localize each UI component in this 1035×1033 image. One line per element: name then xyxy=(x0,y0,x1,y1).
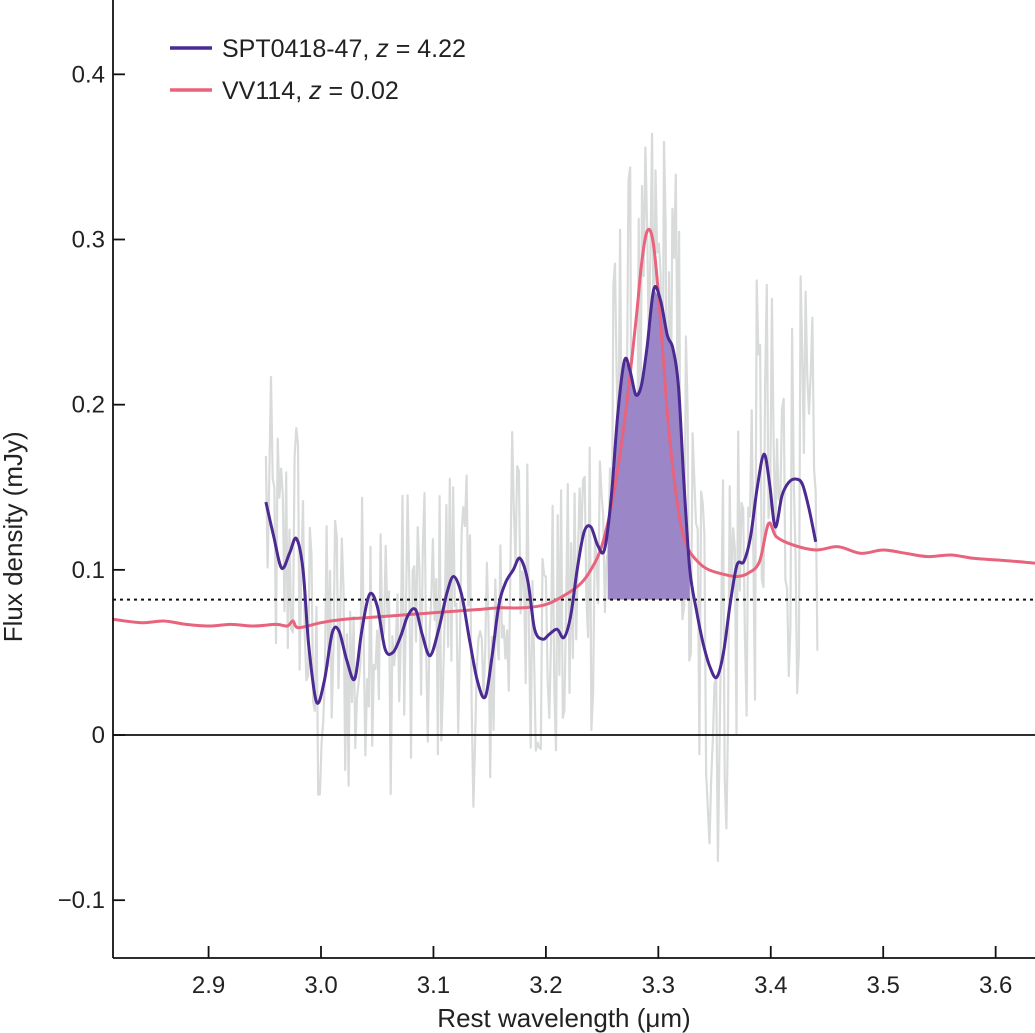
y-tick-label: −0.1 xyxy=(58,887,105,914)
legend-redshift-value: = 0.02 xyxy=(322,77,399,105)
legend-z-symbol: z xyxy=(308,77,322,105)
legend: SPT0418-47, z = 4.22 VV114, z = 0.02 xyxy=(170,35,466,105)
x-tick-label: 3.6 xyxy=(979,972,1012,999)
series-layer xyxy=(112,227,1035,705)
y-tick-label: 0 xyxy=(92,722,105,749)
legend-entry: SPT0418-47, z = 4.22 xyxy=(222,35,466,63)
pah-shaded-band xyxy=(607,289,690,600)
raw-spectrum-layer xyxy=(264,132,819,862)
y-tick-label: 0.4 xyxy=(72,61,105,88)
legend-series-label: VV114, xyxy=(222,77,309,105)
series-line-vv114 xyxy=(112,227,1035,630)
x-tick-label: 3.3 xyxy=(642,972,675,999)
x-tick-label: 3.5 xyxy=(867,972,900,999)
raw-spectrum xyxy=(264,132,819,862)
x-tick-label: 2.9 xyxy=(192,972,225,999)
x-axis-label: Rest wavelength (μm) xyxy=(437,1003,690,1033)
legend-series-label: SPT0418-47, xyxy=(222,35,376,63)
y-tick-label: 0.2 xyxy=(72,392,105,419)
legend-entry: VV114, z = 0.02 xyxy=(222,77,399,105)
x-tick-label: 3.0 xyxy=(304,972,337,999)
x-tick-label: 3.4 xyxy=(754,972,787,999)
y-tick-label: 0.3 xyxy=(72,227,105,254)
x-tick-label: 3.1 xyxy=(417,972,450,999)
y-axis-label: Flux density (mJy) xyxy=(0,431,28,642)
series-line-spt0418-47 xyxy=(264,285,818,705)
y-tick-label: 0.1 xyxy=(72,557,105,584)
legend-redshift-value: = 4.22 xyxy=(389,35,466,63)
x-tick-label: 3.2 xyxy=(529,972,562,999)
shaded-band-layer xyxy=(607,289,690,600)
legend-z-symbol: z xyxy=(375,35,389,63)
reference-lines-layer xyxy=(113,598,1035,736)
